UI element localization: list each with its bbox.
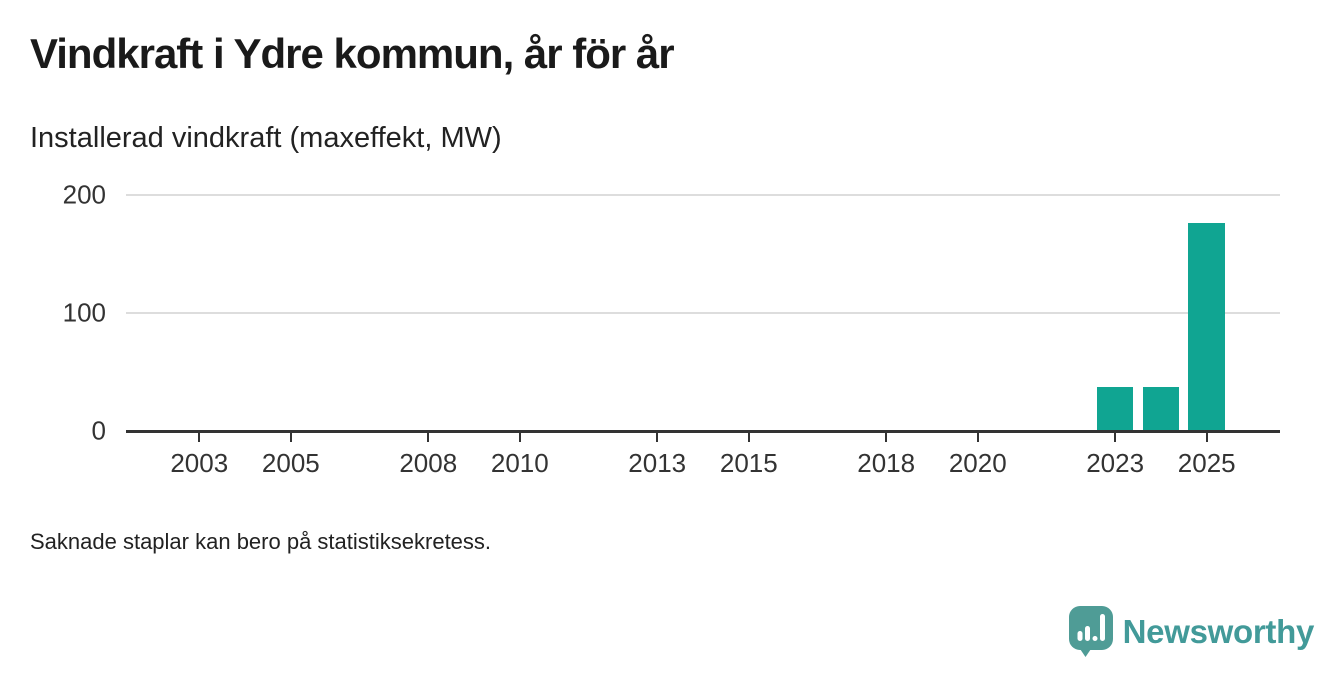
x-axis-tick xyxy=(656,433,659,442)
newsworthy-wordmark: Newsworthy xyxy=(1122,613,1315,650)
bar-2024 xyxy=(1142,387,1180,431)
x-axis-tick xyxy=(1205,433,1208,442)
y-axis-tick-label: 0 xyxy=(91,415,106,446)
x-axis-tick xyxy=(198,433,201,442)
x-axis-tick-label: 2010 xyxy=(490,448,549,478)
footnote: Saknade staplar kan bero på statistiksek… xyxy=(30,529,492,554)
x-axis-tick-label: 2003 xyxy=(170,448,229,478)
speech-bubble-bar-chart-icon xyxy=(1068,606,1113,657)
x-axis-tick-label: 2015 xyxy=(719,448,778,478)
x-axis-tick xyxy=(427,433,430,442)
x-axis-tick xyxy=(1114,433,1117,442)
y-axis-tick-label: 100 xyxy=(62,297,106,328)
y-axis-tick-label: 200 xyxy=(62,179,106,210)
x-axis-tick xyxy=(289,433,292,442)
x-axis-tick-label: 2008 xyxy=(399,448,458,478)
x-axis-tick-label: 2013 xyxy=(628,448,687,478)
x-axis-tick xyxy=(518,433,521,442)
y-gridline xyxy=(126,194,1280,196)
y-gridline xyxy=(126,312,1280,314)
chart-subtitle: Installerad vindkraft (maxeffekt, MW) xyxy=(30,122,502,154)
chart-title: Vindkraft i Ydre kommun, år för år xyxy=(30,30,675,77)
newsworthy-branding: Newsworthy xyxy=(1068,606,1315,658)
x-axis-tick-label: 2005 xyxy=(261,448,320,478)
x-axis-tick-label: 2018 xyxy=(857,448,916,478)
x-axis-line xyxy=(126,430,1280,433)
x-axis-tick-label: 2020 xyxy=(948,448,1007,478)
x-axis-tick xyxy=(747,433,750,442)
x-axis-tick-label: 2025 xyxy=(1177,448,1236,478)
x-axis-tick xyxy=(885,433,888,442)
x-axis-tick xyxy=(976,433,979,442)
bar-2025 xyxy=(1188,223,1226,431)
bar-2023 xyxy=(1096,387,1134,431)
x-axis-tick-label: 2023 xyxy=(1086,448,1145,478)
